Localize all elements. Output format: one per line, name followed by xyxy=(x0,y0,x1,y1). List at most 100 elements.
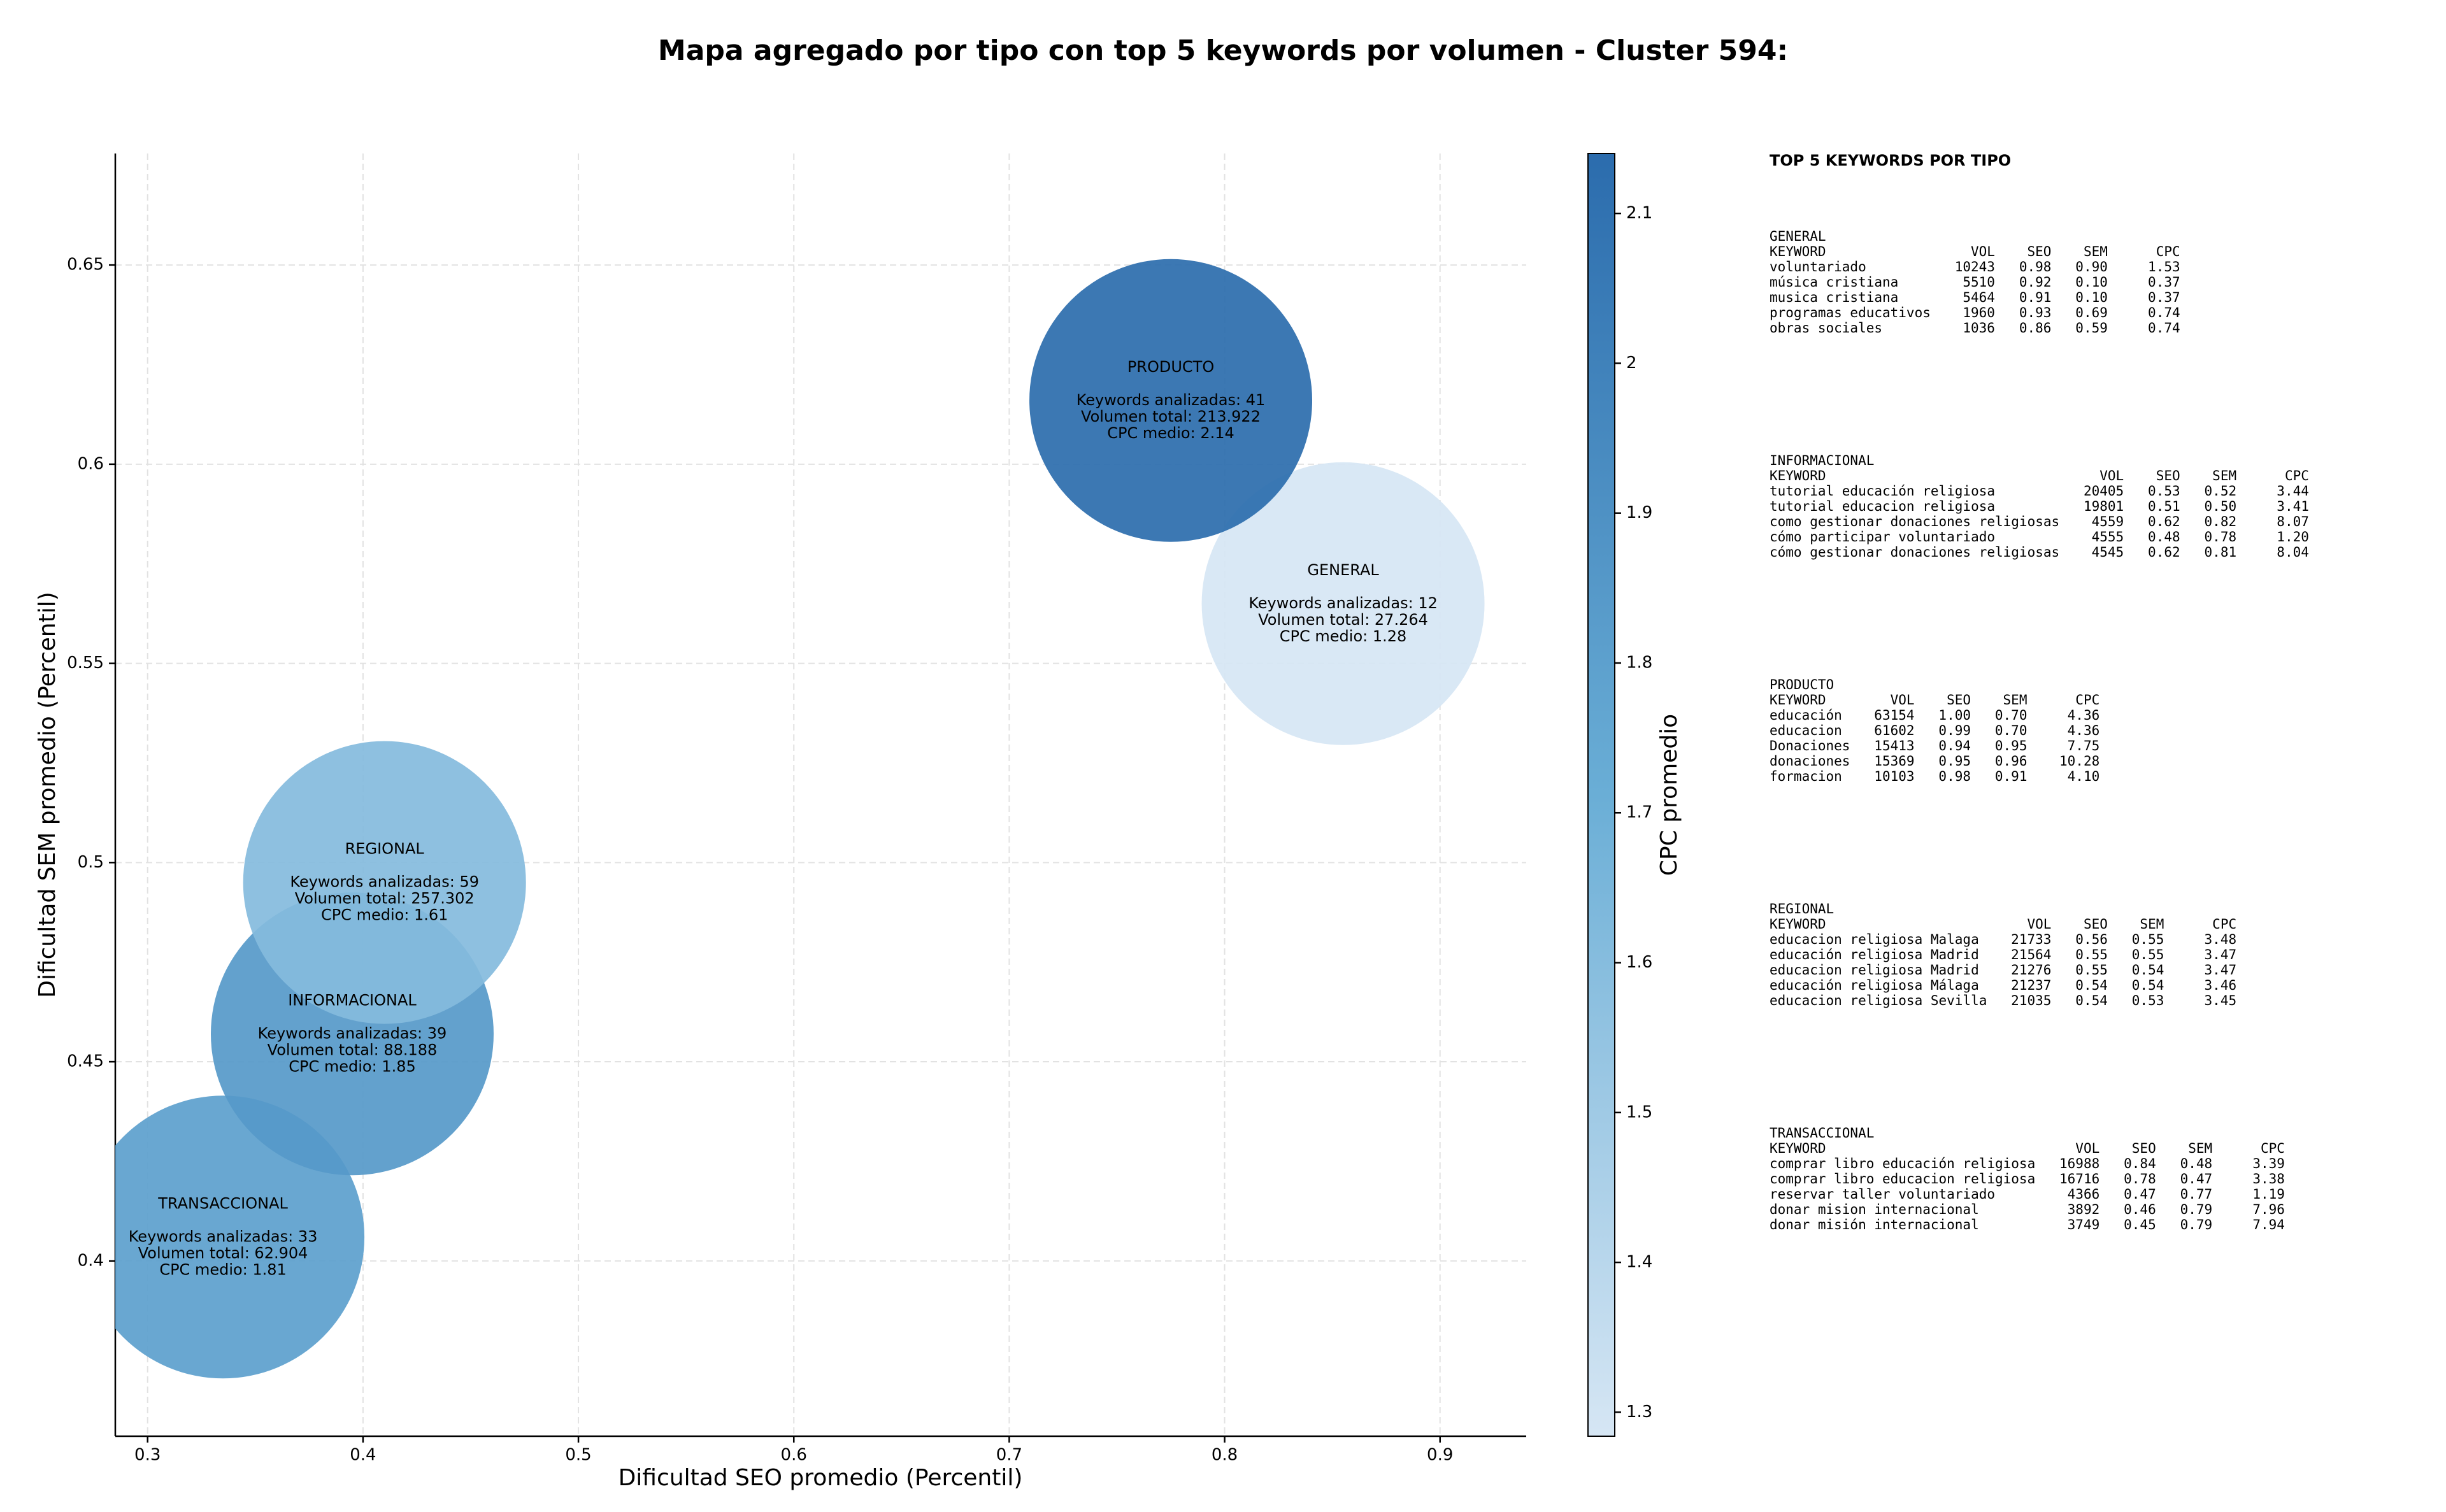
x-tick-label: 0.7 xyxy=(996,1446,1022,1465)
cell-value: 0.62 xyxy=(2148,514,2180,529)
bubble-label: CPC medio: 1.85 xyxy=(289,1057,416,1075)
column-header: VOL xyxy=(2075,1141,2099,1156)
cell-value: 0.98 xyxy=(1938,769,1971,784)
cell-value: 7.75 xyxy=(2068,738,2100,753)
cell-value: 3.44 xyxy=(2277,483,2309,499)
bubble-label: Keywords analizadas: 33 xyxy=(129,1227,318,1245)
bubble-label: CPC medio: 2.14 xyxy=(1107,424,1234,442)
colorbar-tick-label: 2.1 xyxy=(1626,204,1652,223)
cell-value: 0.55 xyxy=(2132,947,2164,962)
cell-value: 10.28 xyxy=(2059,753,2099,769)
column-header: KEYWORD xyxy=(1770,468,1826,483)
cell-value: 0.47 xyxy=(2124,1187,2156,1202)
column-header: KEYWORD xyxy=(1770,692,1826,708)
column-header: SEO xyxy=(2027,244,2051,259)
cell-value: 3.48 xyxy=(2205,932,2237,947)
cell-value: 20405 xyxy=(2084,483,2124,499)
cell-value: 0.48 xyxy=(2180,1156,2213,1171)
bubble xyxy=(243,741,526,1024)
cell-keyword: como gestionar donaciones religiosas xyxy=(1770,514,2059,529)
cell-value: 0.55 xyxy=(2075,947,2108,962)
cell-keyword: educación religiosa Madrid xyxy=(1770,947,1979,962)
cell-value: 4555 xyxy=(2092,529,2124,545)
cell-keyword: cómo participar voluntariado xyxy=(1770,529,1995,545)
column-header: CPC xyxy=(2156,244,2180,259)
cell-value: 15413 xyxy=(1874,738,1914,753)
cell-value: 0.77 xyxy=(2180,1187,2213,1202)
cell-value: 0.79 xyxy=(2180,1217,2213,1232)
bubble-label: Volumen total: 257.302 xyxy=(295,890,475,908)
column-header: CPC xyxy=(2261,1141,2285,1156)
cell-value: 0.37 xyxy=(2148,275,2180,290)
cell-keyword: educacion xyxy=(1770,723,1842,738)
x-axis-label: Dificultad SEO promedio (Percentil) xyxy=(619,1465,1023,1491)
bubble-label: CPC medio: 1.61 xyxy=(321,906,448,924)
y-tick-label: 0.4 xyxy=(78,1251,104,1270)
cell-value: 4559 xyxy=(2092,514,2124,529)
x-tick-label: 0.4 xyxy=(350,1446,376,1465)
cell-value: 0.37 xyxy=(2148,290,2180,305)
cell-value: 19801 xyxy=(2084,499,2124,514)
colorbar-tick-label: 1.5 xyxy=(1626,1102,1652,1122)
cell-value: 0.55 xyxy=(2075,962,2108,978)
cell-value: 3749 xyxy=(2068,1217,2100,1232)
cell-value: 0.78 xyxy=(2205,529,2237,545)
cell-value: 0.96 xyxy=(1995,753,2028,769)
cell-value: 3892 xyxy=(2068,1202,2100,1217)
bubble-label: Volumen total: 27.264 xyxy=(1258,611,1428,629)
y-tick-label: 0.5 xyxy=(78,853,104,872)
cell-value: 0.93 xyxy=(2019,305,2052,320)
cell-value: 21035 xyxy=(2011,993,2051,1008)
cell-value: 0.95 xyxy=(1995,738,2028,753)
bubble-name: TRANSACCIONAL xyxy=(157,1194,288,1212)
column-header: SEM xyxy=(2003,692,2028,708)
cell-value: 63154 xyxy=(1874,708,1914,723)
cell-value: 1.20 xyxy=(2277,529,2309,545)
colorbar-tick-label: 1.9 xyxy=(1626,503,1652,522)
cell-value: 7.94 xyxy=(2252,1217,2285,1232)
cell-value: 0.54 xyxy=(2132,978,2164,993)
x-tick-label: 0.6 xyxy=(781,1446,807,1465)
cell-value: 1960 xyxy=(1963,305,1995,320)
cell-value: 0.45 xyxy=(2124,1217,2156,1232)
cell-value: 0.82 xyxy=(2205,514,2237,529)
cell-value: 0.51 xyxy=(2148,499,2180,514)
column-header: SEO xyxy=(2132,1141,2156,1156)
x-tick-label: 0.5 xyxy=(565,1446,591,1465)
cell-value: 61602 xyxy=(1874,723,1914,738)
cell-value: 0.91 xyxy=(2019,290,2052,305)
cell-keyword: donaciones xyxy=(1770,753,1850,769)
cell-keyword: educación religiosa Málaga xyxy=(1770,978,1979,993)
column-header: KEYWORD xyxy=(1770,244,1826,259)
column-header: SEO xyxy=(2084,916,2108,932)
column-header: SEM xyxy=(2084,244,2108,259)
cell-value: 0.50 xyxy=(2205,499,2237,514)
cell-keyword: reservar taller voluntariado xyxy=(1770,1187,1995,1202)
cell-value: 0.10 xyxy=(2075,275,2108,290)
bubble-label: Keywords analizadas: 12 xyxy=(1248,594,1438,612)
cell-value: 4.36 xyxy=(2068,708,2100,723)
cell-keyword: donar misión internacional xyxy=(1770,1217,1979,1232)
cell-value: 8.04 xyxy=(2277,545,2309,560)
cell-value: 5510 xyxy=(1963,275,1995,290)
cell-value: 0.53 xyxy=(2148,483,2180,499)
colorbar-tick-label: 1.8 xyxy=(1626,653,1652,672)
cell-value: 0.70 xyxy=(1995,723,2028,738)
cell-value: 1.19 xyxy=(2252,1187,2285,1202)
y-tick-label: 0.45 xyxy=(67,1052,104,1071)
cell-value: 3.38 xyxy=(2252,1171,2285,1187)
cell-keyword: donar mision internacional xyxy=(1770,1202,1979,1217)
cell-value: 3.47 xyxy=(2205,962,2237,978)
column-header: VOL xyxy=(1971,244,1995,259)
cell-value: 15369 xyxy=(1874,753,1914,769)
cell-value: 7.96 xyxy=(2252,1202,2285,1217)
bubble xyxy=(115,1095,365,1379)
bubble-name: GENERAL xyxy=(1307,561,1379,579)
y-tick-label: 0.55 xyxy=(67,653,104,673)
cell-value: 0.86 xyxy=(2019,320,2052,336)
column-header: CPC xyxy=(2285,468,2309,483)
cell-value: 16988 xyxy=(2059,1156,2099,1171)
cell-value: 0.74 xyxy=(2148,305,2180,320)
cell-keyword: tutorial educación religiosa xyxy=(1770,483,1995,499)
